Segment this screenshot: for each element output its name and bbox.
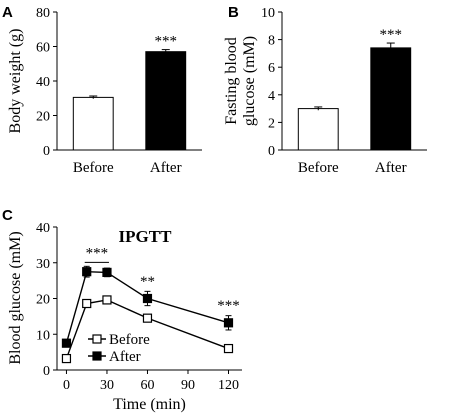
panel-label: A — [2, 4, 13, 21]
y-tick-label: 4 — [268, 89, 275, 104]
significance-mark: ** — [140, 274, 155, 290]
y-tick-label: 8 — [268, 34, 275, 49]
series-line-before — [65, 299, 229, 359]
x-tick-label: 90 — [181, 378, 195, 393]
y-tick-label: 10 — [36, 328, 50, 343]
x-tick-label: After — [375, 160, 407, 176]
x-tick-label: Before — [298, 160, 339, 176]
data-point-after — [61, 338, 72, 348]
y-tick-label: 60 — [36, 41, 50, 56]
y-tick-label: 80 — [36, 6, 50, 21]
x-tick-label: After — [150, 160, 182, 176]
y-tick-label: 6 — [268, 61, 275, 76]
bar-before — [297, 108, 339, 151]
x-tick-label: 120 — [218, 378, 239, 393]
legend-label-before: Before — [109, 332, 150, 348]
data-point-before — [142, 313, 153, 323]
significance-mark: *** — [86, 245, 109, 261]
bar-after — [145, 51, 187, 151]
panel-a: 0 20 40 60 80 Before After *** Body weight (g) — [7, 6, 202, 176]
y-axis-label-line2: glucose (mM) — [241, 36, 258, 126]
data-point-before — [82, 298, 92, 309]
panel-label: B — [228, 4, 239, 21]
y-tick-label: 0 — [43, 364, 50, 379]
significance-mark: *** — [217, 298, 240, 314]
panel-b: 0 2 4 6 8 10 Before After *** Fasting blood glucos… — [223, 6, 427, 176]
y-tick-label: 0 — [43, 144, 50, 159]
y-tick-label: 0 — [268, 144, 275, 159]
y-tick-label: 30 — [36, 257, 50, 272]
data-point-after — [142, 293, 153, 304]
data-point-before — [102, 295, 112, 305]
y-axis-label: Body weight (g) — [7, 29, 24, 134]
y-tick-label: 40 — [36, 221, 50, 236]
panel-labels: A B C — [2, 4, 239, 224]
data-point-after — [102, 267, 112, 278]
y-tick-label: 2 — [268, 116, 275, 131]
bar-before — [72, 96, 114, 151]
x-tick-label: Before — [73, 160, 114, 176]
data-point-after — [82, 267, 92, 277]
legend-label-after: After — [109, 349, 141, 365]
data-point-after — [223, 318, 234, 328]
y-tick-label: 40 — [36, 75, 50, 90]
bar-after — [370, 47, 412, 151]
data-point-before — [223, 343, 234, 354]
panel-c: 0 10 20 30 40 0 30 60 90 120 Time (min) Blood gluco… — [7, 221, 242, 413]
legend-marker — [92, 351, 102, 361]
significance-mark: *** — [155, 34, 178, 50]
x-tick-label: 0 — [63, 378, 70, 393]
chart-title: IPGTT — [119, 227, 173, 246]
significance-mark: *** — [380, 27, 403, 43]
x-tick-label: 30 — [100, 378, 114, 393]
y-tick-label: 20 — [36, 293, 50, 308]
legend-marker — [92, 334, 102, 344]
y-tick-label: 20 — [36, 110, 50, 125]
x-tick-label: 60 — [140, 378, 154, 393]
y-axis-label: Blood glucose (mM) — [7, 231, 24, 364]
y-axis-label-group: Fasting blood glucose (mM) — [223, 36, 258, 126]
data-point-before — [61, 353, 72, 364]
panel-label: C — [2, 207, 13, 224]
x-axis-label: Time (min) — [113, 396, 186, 413]
y-axis-label-line1: Fasting blood — [223, 37, 240, 125]
y-tick-label: 10 — [261, 6, 275, 21]
